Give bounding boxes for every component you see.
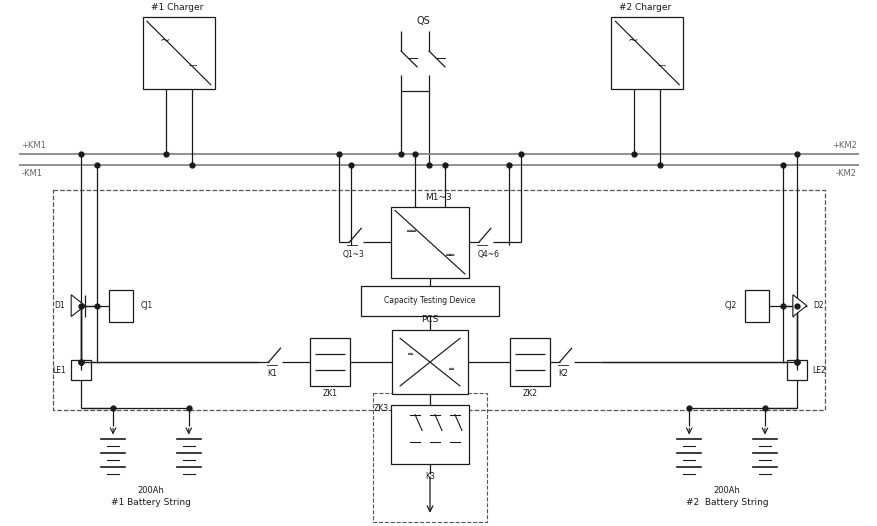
Bar [71, 360, 91, 380]
Text: QS: QS [416, 16, 430, 26]
Bar [53, 190, 824, 410]
Text: Q4~6: Q4~6 [477, 250, 499, 259]
Text: LE1: LE1 [53, 366, 66, 375]
Text: #1 Battery String: #1 Battery String [111, 498, 190, 507]
Text: ═: ═ [448, 365, 453, 374]
Bar [360, 286, 498, 316]
Text: K3: K3 [424, 472, 434, 481]
Bar [310, 338, 350, 386]
Bar [391, 207, 468, 278]
Text: 200Ah: 200Ah [713, 487, 739, 495]
Text: ══: ══ [405, 227, 415, 236]
Text: CJ1: CJ1 [141, 301, 153, 310]
Text: ══: ══ [445, 250, 453, 259]
Text: Capacity Testing Device: Capacity Testing Device [384, 296, 475, 305]
Bar [510, 338, 549, 386]
Text: #2 Charger: #2 Charger [618, 3, 671, 13]
Text: M1~3: M1~3 [424, 193, 451, 201]
Bar [745, 290, 768, 321]
Text: #2  Battery String: #2 Battery String [685, 498, 767, 507]
Bar [786, 360, 806, 380]
Bar [391, 404, 468, 464]
Text: -KM2: -KM2 [835, 169, 856, 178]
Text: ═: ═ [406, 350, 411, 359]
Bar [143, 17, 215, 89]
Text: ~: ~ [627, 34, 638, 47]
Text: ZK2: ZK2 [522, 389, 537, 398]
Bar [373, 393, 486, 522]
Text: —: — [657, 62, 665, 70]
Text: ZK3: ZK3 [374, 404, 389, 413]
Text: ZK1: ZK1 [323, 389, 338, 398]
Text: ~: ~ [159, 34, 169, 47]
Text: #1 Charger: #1 Charger [151, 3, 203, 13]
Text: K1: K1 [267, 369, 277, 378]
Polygon shape [792, 295, 806, 317]
Text: PCS: PCS [421, 316, 438, 325]
Text: —: — [189, 62, 197, 70]
Polygon shape [71, 295, 85, 317]
Text: +KM2: +KM2 [831, 141, 856, 150]
Text: +KM1: +KM1 [21, 141, 46, 150]
Text: 200Ah: 200Ah [138, 487, 164, 495]
Bar [109, 290, 132, 321]
Text: -KM1: -KM1 [21, 169, 42, 178]
Text: D2: D2 [812, 301, 823, 310]
Bar [610, 17, 682, 89]
Bar [392, 330, 467, 394]
Text: K2: K2 [558, 369, 567, 378]
Text: D1: D1 [54, 301, 65, 310]
Text: CJ2: CJ2 [724, 301, 736, 310]
Text: Q1~3: Q1~3 [342, 250, 364, 259]
Text: LE2: LE2 [811, 366, 824, 375]
